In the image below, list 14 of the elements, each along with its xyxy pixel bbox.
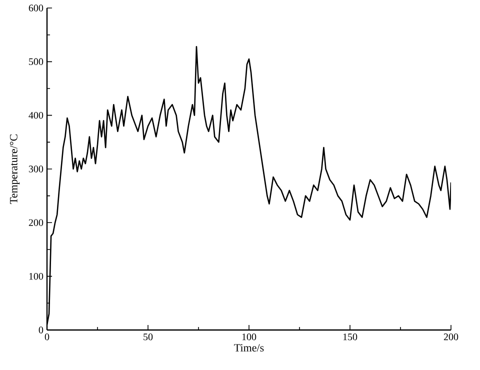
y-tick-label: 200: [28, 219, 44, 226]
y-tick-label: 0: [38, 326, 44, 334]
x-tick-label: 150: [343, 334, 358, 340]
x-tick-label: 200: [444, 334, 458, 340]
y-tick-label: 100: [29, 272, 44, 280]
y-axis-title: Temperature/°C: [10, 134, 20, 204]
x-tick-label: 50: [144, 334, 153, 340]
x-tick-label: 100: [242, 334, 256, 340]
y-tick-label: 400: [28, 112, 44, 119]
x-tick-label: 0: [44, 334, 50, 340]
y-tick-label: 500: [29, 58, 44, 66]
x-axis-title: Time/s: [234, 344, 264, 352]
y-tick-label: 600: [28, 4, 44, 12]
y-tick-label: 300: [28, 166, 44, 172]
